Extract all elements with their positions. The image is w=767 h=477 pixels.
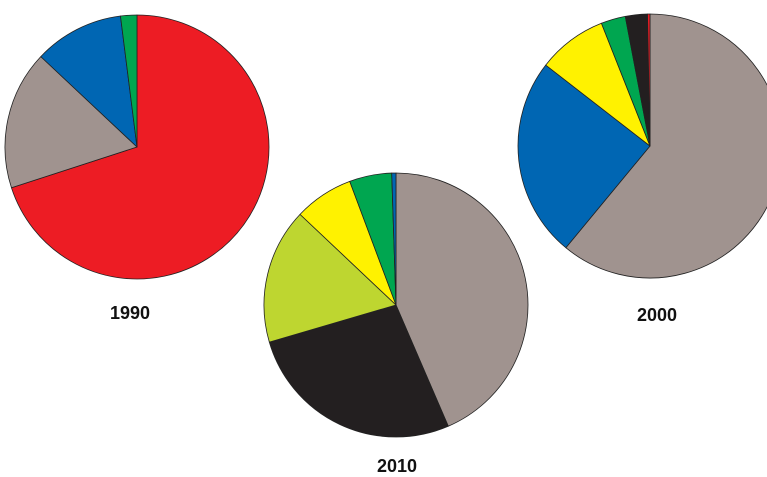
pie-chart-2000: 2000 xyxy=(517,13,767,325)
pie-slice-1990-2 xyxy=(4,56,138,189)
pie-title-2010: 2010 xyxy=(377,456,417,476)
pie-slice-2000-6 xyxy=(647,13,651,147)
pie-slice-2000-2 xyxy=(517,64,651,249)
pie-slice-2010-3 xyxy=(263,213,397,343)
pie-chart-2010: 2010 xyxy=(263,172,529,476)
pie-title-2000: 2000 xyxy=(637,305,677,325)
pie-slice-2010-6 xyxy=(391,172,397,306)
pie-slice-1990-4 xyxy=(120,14,138,148)
pie-slice-1990-3 xyxy=(40,15,138,148)
pie-chart-1990: 1990 xyxy=(4,14,270,323)
pie-slice-2010-2 xyxy=(268,304,449,438)
pie-slice-2000-1 xyxy=(565,13,767,279)
pie-slice-2010-1 xyxy=(395,172,529,427)
pie-title-1990: 1990 xyxy=(110,303,150,323)
pie-slice-1990-1 xyxy=(11,14,270,280)
